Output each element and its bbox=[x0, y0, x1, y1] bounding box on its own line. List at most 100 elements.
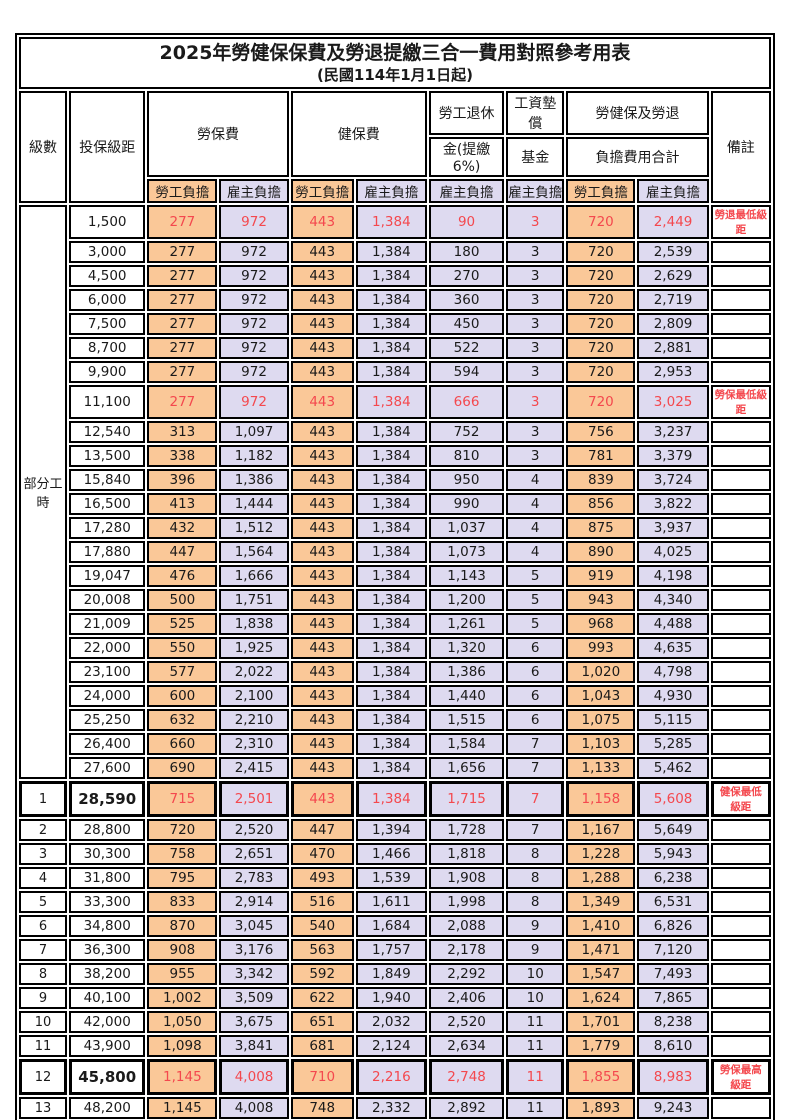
pension-employer-cell: 2,748 bbox=[428, 1059, 505, 1095]
header-total-line1: 勞健保及勞退 bbox=[566, 91, 709, 135]
wage-fund-cell: 3 bbox=[506, 289, 565, 311]
labor-employer-cell: 1,512 bbox=[219, 517, 289, 539]
salary-bracket-cell: 9,900 bbox=[69, 361, 146, 383]
health-employer-cell: 1,384 bbox=[355, 469, 427, 491]
salary-bracket-cell: 48,200 bbox=[69, 1097, 146, 1119]
table-row: 4,500 277 972 443 1,384 270 3 720 2,629 bbox=[19, 265, 771, 287]
labor-employer-cell: 4,008 bbox=[219, 1097, 289, 1119]
table-row: 6 34,800 870 3,045 540 1,684 2,088 9 1,410 6,826 bbox=[19, 915, 771, 937]
labor-employee-cell: 632 bbox=[147, 709, 218, 731]
wage-fund-cell: 4 bbox=[506, 493, 565, 515]
part-time-cell: 部分工時 bbox=[19, 205, 68, 779]
level-cell: 7 bbox=[19, 939, 68, 961]
labor-employer-cell: 972 bbox=[219, 385, 289, 419]
salary-bracket-cell: 22,000 bbox=[69, 637, 146, 659]
salary-bracket-cell: 20,008 bbox=[69, 589, 146, 611]
pension-employer-cell: 2,178 bbox=[428, 939, 505, 961]
labor-employee-cell: 1,002 bbox=[147, 987, 218, 1009]
health-employer-cell: 1,384 bbox=[355, 337, 427, 359]
remark-cell bbox=[710, 819, 771, 841]
salary-bracket-cell: 17,880 bbox=[69, 541, 146, 563]
remark-cell: 勞退最低級距 bbox=[710, 205, 771, 239]
table-body: 部分工時 1,500 277 972 443 1,384 90 3 720 2,449 勞退最低級距… bbox=[19, 205, 771, 1120]
remark-cell bbox=[710, 685, 771, 707]
health-employer-cell: 1,384 bbox=[355, 493, 427, 515]
pension-employer-cell: 1,728 bbox=[428, 819, 505, 841]
pension-employer-cell: 2,892 bbox=[428, 1097, 505, 1119]
remark-cell bbox=[710, 565, 771, 587]
pension-employer-cell: 1,200 bbox=[428, 589, 505, 611]
table-row: 10 42,000 1,050 3,675 651 2,032 2,520 11 1,701 8,… bbox=[19, 1011, 771, 1033]
total-employer-cell: 7,865 bbox=[637, 987, 709, 1009]
total-employer-cell: 3,025 bbox=[637, 385, 709, 419]
remark-cell bbox=[710, 469, 771, 491]
remark-cell bbox=[710, 661, 771, 683]
health-employee-cell: 563 bbox=[290, 939, 354, 961]
remark-cell bbox=[710, 1035, 771, 1057]
remark-cell: 健保最低級距 bbox=[710, 781, 771, 817]
pension-employer-cell: 450 bbox=[428, 313, 505, 335]
title-row: 2025年勞健保保費及勞退提繳三合一費用對照參考用表 (民國114年1月1日起) bbox=[19, 37, 771, 89]
labor-employer-cell: 3,176 bbox=[219, 939, 289, 961]
header-labor-employer: 雇主負擔 bbox=[219, 179, 289, 203]
table-row: 1 28,590 715 2,501 443 1,384 1,715 7 1,158 5,608 健… bbox=[19, 781, 771, 817]
health-employee-cell: 443 bbox=[290, 421, 354, 443]
table-row: 12,540 313 1,097 443 1,384 752 3 756 3,237 bbox=[19, 421, 771, 443]
level-cell: 1 bbox=[19, 781, 68, 817]
salary-bracket-cell: 31,800 bbox=[69, 867, 146, 889]
remark-cell bbox=[710, 241, 771, 263]
labor-employee-cell: 908 bbox=[147, 939, 218, 961]
health-employee-cell: 443 bbox=[290, 781, 354, 817]
table-row: 7,500 277 972 443 1,384 450 3 720 2,809 bbox=[19, 313, 771, 335]
labor-employee-cell: 447 bbox=[147, 541, 218, 563]
wage-fund-cell: 3 bbox=[506, 337, 565, 359]
health-employee-cell: 443 bbox=[290, 541, 354, 563]
labor-employee-cell: 476 bbox=[147, 565, 218, 587]
health-employee-cell: 748 bbox=[290, 1097, 354, 1119]
labor-employee-cell: 550 bbox=[147, 637, 218, 659]
health-employer-cell: 1,384 bbox=[355, 613, 427, 635]
labor-employer-cell: 972 bbox=[219, 337, 289, 359]
wage-fund-cell: 3 bbox=[506, 241, 565, 263]
health-employer-cell: 1,384 bbox=[355, 205, 427, 239]
total-employee-cell: 1,288 bbox=[566, 867, 636, 889]
level-cell: 11 bbox=[19, 1035, 68, 1057]
salary-bracket-cell: 1,500 bbox=[69, 205, 146, 239]
page-title: 2025年勞健保保費及勞退提繳三合一費用對照參考用表 bbox=[159, 41, 631, 64]
health-employee-cell: 443 bbox=[290, 361, 354, 383]
table-row: 4 31,800 795 2,783 493 1,539 1,908 8 1,288 6,238 bbox=[19, 867, 771, 889]
health-employee-cell: 443 bbox=[290, 565, 354, 587]
header-group-row: 級數 投保級距 勞保費 健保費 勞工退休 工資墊償 勞健保及勞退 備註 bbox=[19, 91, 771, 203]
labor-employer-cell: 1,444 bbox=[219, 493, 289, 515]
health-employer-cell: 1,384 bbox=[355, 757, 427, 779]
table-row: 8,700 277 972 443 1,384 522 3 720 2,881 bbox=[19, 337, 771, 359]
health-employer-cell: 1,384 bbox=[355, 685, 427, 707]
labor-employer-cell: 972 bbox=[219, 265, 289, 287]
total-employee-cell: 1,701 bbox=[566, 1011, 636, 1033]
health-employer-cell: 1,384 bbox=[355, 421, 427, 443]
health-employee-cell: 443 bbox=[290, 757, 354, 779]
pension-employer-cell: 990 bbox=[428, 493, 505, 515]
labor-employee-cell: 1,050 bbox=[147, 1011, 218, 1033]
pension-employer-cell: 1,908 bbox=[428, 867, 505, 889]
total-employer-cell: 2,629 bbox=[637, 265, 709, 287]
wage-fund-cell: 9 bbox=[506, 915, 565, 937]
pension-employer-cell: 2,292 bbox=[428, 963, 505, 985]
header-group-row2: 金(提繳6%) 基金 負擔費用合計 bbox=[19, 137, 771, 177]
salary-bracket-cell: 17,280 bbox=[69, 517, 146, 539]
table-row: 19,047 476 1,666 443 1,384 1,143 5 919 4,198 bbox=[19, 565, 771, 587]
remark-cell: 勞保最高級距 bbox=[710, 1059, 771, 1095]
health-employer-cell: 1,757 bbox=[355, 939, 427, 961]
header-health-insurance: 健保費 bbox=[290, 91, 427, 177]
wage-fund-cell: 3 bbox=[506, 205, 565, 239]
pension-employer-cell: 522 bbox=[428, 337, 505, 359]
total-employer-cell: 2,953 bbox=[637, 361, 709, 383]
total-employer-cell: 4,198 bbox=[637, 565, 709, 587]
wage-fund-cell: 10 bbox=[506, 963, 565, 985]
labor-employer-cell: 3,509 bbox=[219, 987, 289, 1009]
labor-employer-cell: 3,675 bbox=[219, 1011, 289, 1033]
labor-employee-cell: 277 bbox=[147, 337, 218, 359]
total-employer-cell: 5,943 bbox=[637, 843, 709, 865]
total-employee-cell: 1,020 bbox=[566, 661, 636, 683]
labor-employee-cell: 277 bbox=[147, 241, 218, 263]
